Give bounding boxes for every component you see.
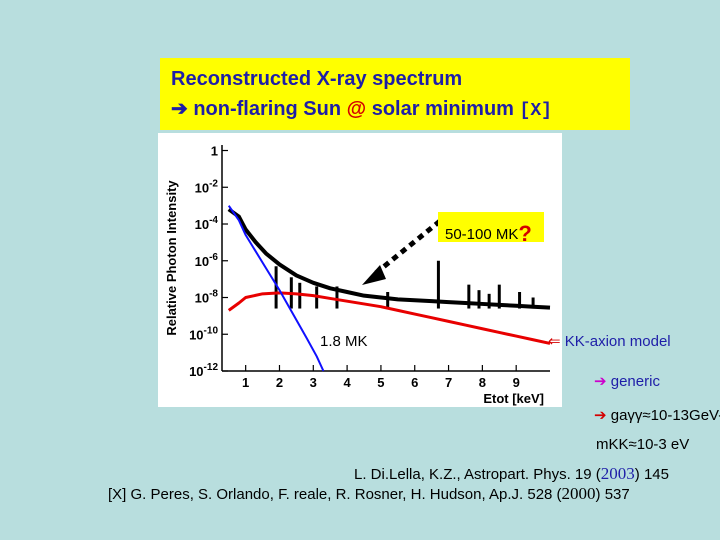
generic-label: ➔ generic <box>594 372 660 390</box>
citation-post: ) 145 <box>634 466 669 483</box>
left-arrow-icon: ⇐ <box>548 333 561 350</box>
question-mark: ? <box>518 221 532 246</box>
mk18-label: 1.8 MK <box>320 333 368 350</box>
series-line-0 <box>227 207 551 310</box>
x-tick-label: 1 <box>242 375 249 390</box>
citation-year: 2003 <box>600 464 635 483</box>
x-tick-label: 4 <box>343 375 351 390</box>
ref-post: ) 537 <box>595 486 630 503</box>
pointer-arrow-line <box>374 219 442 275</box>
kk-model-text: KK-axion model <box>560 333 671 350</box>
mk100-label: 50-100 MK? <box>445 219 532 246</box>
title-text-a: non-flaring Sun <box>187 98 347 120</box>
citation-pre: L. Di.Lella, K.Z., Astropart. Phys. 19 ( <box>354 466 601 483</box>
title-line-1: Reconstructed X-ray spectrum <box>171 68 463 90</box>
y-tick-label: 10-6 <box>195 252 219 269</box>
title-box: Reconstructed X-ray spectrum ➔ non-flari… <box>160 58 630 130</box>
series-line-1 <box>227 291 551 345</box>
right-arrow-icon: ➔ <box>171 98 188 120</box>
pointer-arrow-head <box>362 265 386 285</box>
x-axis-label: Etot [keV] <box>483 391 544 406</box>
reference-x: [X] G. Peres, S. Orlando, F. reale, R. R… <box>108 484 630 504</box>
y-tick-label: 10-8 <box>195 289 219 306</box>
coupling-text: gaγγ≈10-13GeV-1 <box>606 407 720 424</box>
citation: L. Di.Lella, K.Z., Astropart. Phys. 19 (… <box>354 464 669 484</box>
x-tick-label: 3 <box>310 375 317 390</box>
at-sign: @ <box>346 98 367 120</box>
y-axis-label: Relative Photon Intensity <box>164 180 179 336</box>
y-tick-label: 10-10 <box>189 325 218 342</box>
spectrum-plot-panel: 1 10-2 10-4 10-6 10-8 10-10 10-12 1 2 3 4 5 6 7 8 9 Rela… <box>158 133 562 407</box>
generic-text: generic <box>606 373 660 390</box>
right-arrow-icon-2: ➔ <box>594 373 607 390</box>
y-tick-label: 10-12 <box>189 362 218 379</box>
title-line-2: ➔ non-flaring Sun @ solar minimum [X] <box>171 96 552 121</box>
coupling-label: ➔ gaγγ≈10-13GeV-1 <box>594 406 720 424</box>
x-tick-label: 7 <box>445 375 452 390</box>
title-text-b: solar minimum <box>366 98 520 120</box>
spectrum-chart: 1 10-2 10-4 10-6 10-8 10-10 10-12 1 2 3 4 5 6 7 8 9 Rela… <box>164 144 551 406</box>
kk-axion-model-label: ⇐ KK-axion model <box>548 332 671 350</box>
series-line-2 <box>227 205 325 372</box>
mk100-text: 50-100 MK <box>445 226 519 243</box>
ref-year: 2000 <box>561 484 596 503</box>
y-tick-label: 10-4 <box>195 215 219 232</box>
x-tick-label: 9 <box>513 375 520 390</box>
kk-mass-label: mKK≈10-3 eV <box>596 436 690 453</box>
title-ref-tag: [X] <box>519 101 552 121</box>
y-tick-label: 1 <box>211 144 218 159</box>
x-tick-label: 2 <box>276 375 283 390</box>
mk100-label-box: 50-100 MK? <box>438 212 544 246</box>
x-tick-label: 6 <box>411 375 418 390</box>
ref-pre: [X] G. Peres, S. Orlando, F. reale, R. R… <box>108 486 562 503</box>
x-tick-label: 8 <box>479 375 486 390</box>
right-arrow-icon-3: ➔ <box>594 407 607 424</box>
x-tick-label: 5 <box>377 375 384 390</box>
y-tick-label: 10-2 <box>195 178 219 195</box>
